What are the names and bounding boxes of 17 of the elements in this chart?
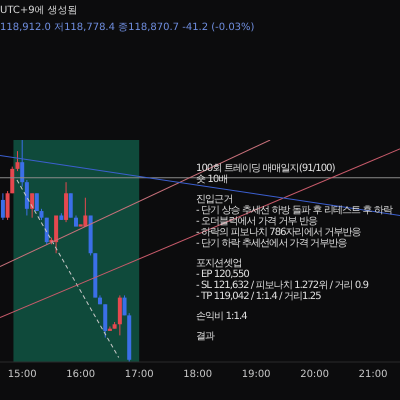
x-tick-label: 16:00 xyxy=(66,369,96,380)
candlestick xyxy=(16,150,20,172)
candlestick xyxy=(39,208,44,220)
x-tick-label: 15:00 xyxy=(8,369,37,380)
annotation: 포지션셋업 - EP 120,550 - SL 121,632 / 피보나치 1.272위 / 거리 0.9 - TP 119,042 / 1:1.4 / 거리1.25 xyxy=(196,258,368,302)
annotation: 손익비 1:1.4 xyxy=(196,311,247,322)
candlestick xyxy=(122,294,127,316)
candlestick xyxy=(20,140,24,188)
x-tick-label: 19:00 xyxy=(242,369,271,380)
x-tick-label: 17:00 xyxy=(124,369,154,380)
text: 118,912.0 저118,778.4 종118,870.7 -41.2 (-0.03%) xyxy=(0,21,254,34)
annotation: 결과 xyxy=(196,331,214,342)
text: UTC+9에 생성됨 xyxy=(0,4,78,17)
x-tick-label: 18:00 xyxy=(183,369,212,380)
candlestick xyxy=(0,192,5,220)
x-tick-label: 21:00 xyxy=(358,369,388,380)
x-tick-label: 20:00 xyxy=(300,369,330,380)
